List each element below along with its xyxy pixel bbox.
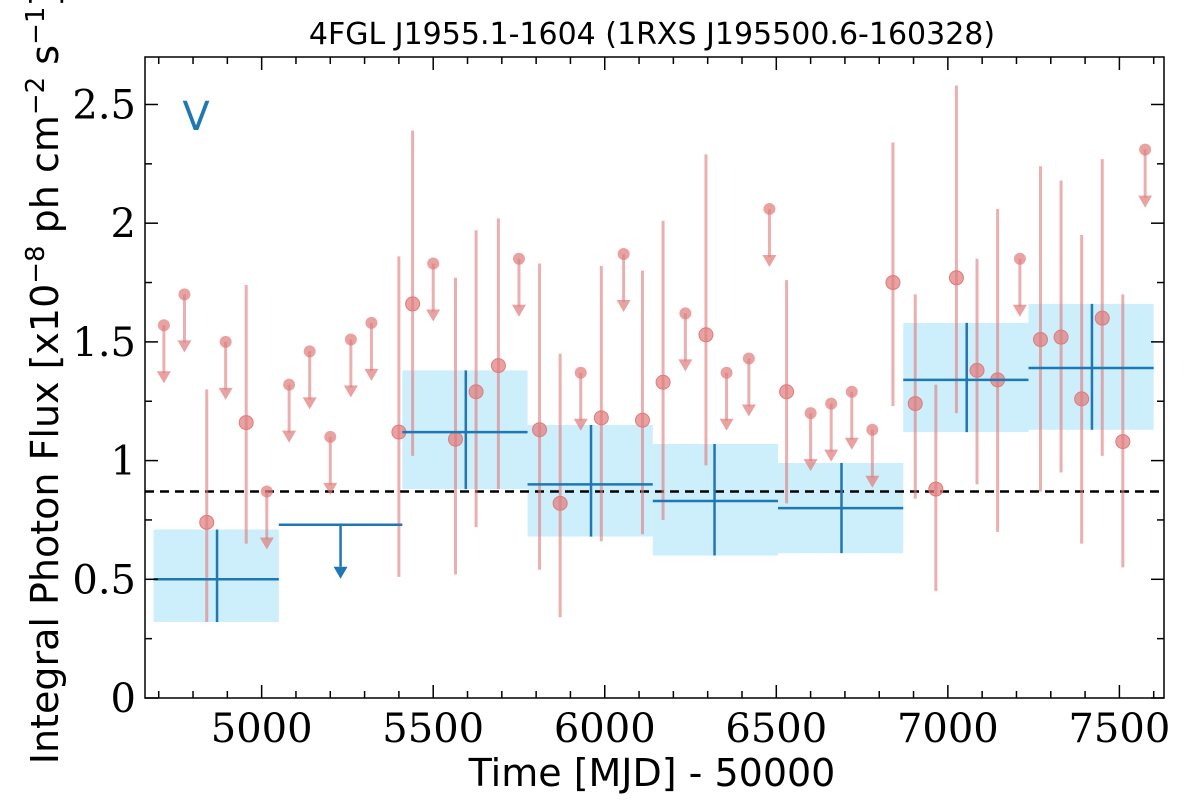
short-bin-upper-limit-point bbox=[1013, 252, 1026, 265]
short-bin-point bbox=[928, 481, 944, 497]
short-bin-point bbox=[698, 327, 714, 343]
short-bin-upper-limit-point bbox=[365, 316, 378, 329]
short-bin-point bbox=[532, 422, 548, 438]
short-bin-point bbox=[655, 374, 671, 390]
short-bin-upper-limit-arrow bbox=[156, 371, 171, 384]
chart-title: 4FGL J1955.1-1604 (1RXS J195500.6-160328… bbox=[309, 17, 995, 52]
short-bin-upper-limit-point bbox=[720, 366, 733, 379]
short-bin-upper-limit-point bbox=[512, 252, 525, 265]
plot-area: 5000 5500 6000 6500 7000 7500 0 0.5 1 1.5 2 2.5 bbox=[72, 56, 1170, 752]
short-bin-upper-limit-arrow bbox=[844, 437, 859, 450]
short-bin-point bbox=[969, 362, 985, 378]
short-bin-upper-limit-point bbox=[219, 335, 232, 348]
short-bin-upper-limit-arrow bbox=[741, 404, 756, 417]
short-bin-point bbox=[1115, 434, 1131, 450]
short-bin-upper-limit-arrow bbox=[302, 397, 317, 410]
short-bin-upper-limit-arrow bbox=[177, 340, 192, 353]
short-bin-upper-limit-point bbox=[427, 257, 440, 270]
x-tick-label: 7000 bbox=[897, 706, 999, 752]
short-bin-upper-limit-point bbox=[845, 385, 858, 398]
short-bin-upper-limit-point bbox=[178, 288, 191, 301]
long-bin-upper-limit-arrow bbox=[333, 566, 348, 579]
short-bin-upper-limit-point bbox=[763, 202, 776, 215]
short-bin-upper-limit-arrow bbox=[762, 254, 777, 267]
y-axis-label: Integral Photon Flux [x10−8 ph cm−2 s−1] bbox=[21, 0, 67, 764]
short-bin-point bbox=[885, 275, 901, 291]
short-bin-upper-limit-arrow bbox=[343, 385, 358, 398]
x-axis-label: Time [MJD] - 50000 bbox=[468, 751, 836, 795]
short-bin-point bbox=[593, 410, 609, 426]
plot-frame bbox=[144, 56, 1165, 699]
short-bin-point bbox=[1053, 329, 1069, 345]
band-label: V bbox=[182, 94, 210, 140]
short-bin-upper-limit-arrow bbox=[824, 449, 839, 462]
short-bin-upper-limit-arrow bbox=[573, 418, 588, 431]
short-bin-upper-limit-point bbox=[679, 307, 692, 320]
x-tick-label: 7500 bbox=[1068, 706, 1170, 752]
x-tick-label: 6500 bbox=[725, 706, 827, 752]
short-bin-upper-limit-point bbox=[303, 345, 316, 358]
short-bin-point bbox=[1094, 310, 1110, 326]
y-tick-label: 2.5 bbox=[72, 82, 136, 128]
short-bin-point bbox=[490, 358, 506, 374]
short-bin-upper-limit-point bbox=[260, 485, 273, 498]
short-bin-upper-limit-arrow bbox=[282, 430, 297, 443]
short-bin-upper-limit-point bbox=[742, 352, 755, 365]
y-tick-label: 2 bbox=[111, 201, 136, 247]
short-bin-upper-limit-point bbox=[157, 319, 170, 332]
short-bin-upper-limit-arrow bbox=[323, 482, 338, 495]
short-bin-point bbox=[238, 415, 254, 431]
short-bin-upper-limit-point bbox=[574, 366, 587, 379]
short-bin-point bbox=[1074, 391, 1090, 407]
short-bin-upper-limit-arrow bbox=[1012, 304, 1027, 317]
short-bin-upper-limit-arrow bbox=[259, 537, 274, 550]
y-tick-label: 1 bbox=[111, 439, 136, 485]
short-bin-point bbox=[779, 384, 795, 400]
short-bin-upper-limit-arrow bbox=[719, 418, 734, 431]
short-bin-point bbox=[552, 495, 568, 511]
short-bin-point bbox=[948, 270, 964, 286]
x-tick-label: 6000 bbox=[554, 706, 656, 752]
short-bin-upper-limit-point bbox=[324, 430, 337, 443]
short-bin-upper-limit-arrow bbox=[511, 304, 526, 317]
short-bin-upper-limit-arrow bbox=[364, 368, 379, 381]
short-bin-point bbox=[634, 412, 650, 428]
short-bin-point bbox=[199, 514, 215, 530]
x-tick-label: 5000 bbox=[211, 706, 313, 752]
y-tick-label: 0.5 bbox=[72, 557, 136, 603]
short-bin-point bbox=[1032, 332, 1048, 348]
short-bin-upper-limit-point bbox=[344, 333, 357, 346]
short-bin-upper-limit-arrow bbox=[616, 300, 631, 313]
short-bin-upper-limit-point bbox=[825, 397, 838, 410]
x-tick-label: 5500 bbox=[382, 706, 484, 752]
short-bin-upper-limit-arrow bbox=[218, 387, 233, 400]
short-bin-point bbox=[468, 384, 484, 400]
short-bin-upper-limit-arrow bbox=[803, 459, 818, 472]
short-bin-point bbox=[405, 296, 421, 312]
short-bin-upper-limit-point bbox=[1139, 143, 1152, 156]
short-bin-upper-limit-point bbox=[617, 248, 630, 261]
short-bin-upper-limit-arrow bbox=[1138, 195, 1153, 208]
short-bin-upper-limit-point bbox=[866, 423, 879, 436]
short-bin-upper-limit-arrow bbox=[426, 309, 441, 322]
short-bin-upper-limit-arrow bbox=[678, 359, 693, 372]
y-tick-label: 0 bbox=[111, 676, 136, 722]
y-tick-label: 1.5 bbox=[72, 320, 136, 366]
short-bin-upper-limit-arrow bbox=[865, 475, 880, 488]
short-bin-upper-limit-point bbox=[804, 407, 817, 420]
short-bin-point bbox=[907, 396, 923, 412]
short-bin-upper-limit-point bbox=[283, 378, 296, 391]
short-bin-point bbox=[448, 431, 464, 447]
